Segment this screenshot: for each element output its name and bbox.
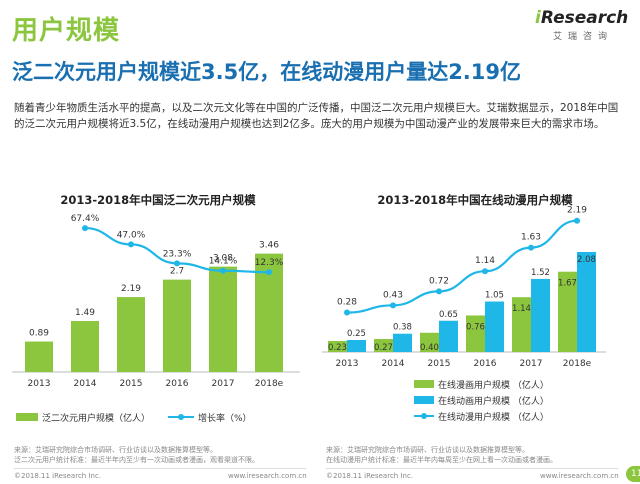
- online-total-label: 0.43: [383, 290, 403, 300]
- footer-source-left: 来源：艾瑞研究院综合市场调研、行业访谈以及数据推算模型等。 泛二次元用户统计标准…: [14, 446, 259, 464]
- bar: [25, 341, 53, 372]
- comic-value-label: 1.67: [558, 279, 577, 289]
- comic-bar: [466, 315, 485, 352]
- online-total-point: [390, 302, 396, 309]
- site-url: www.iresearch.com.cn: [228, 472, 307, 480]
- x-tick-label: 2018e: [255, 379, 284, 389]
- online-total-point: [482, 268, 488, 275]
- site-url: www.iresearch.com.cn: [540, 472, 619, 480]
- animation-value-label: 1.05: [485, 291, 504, 301]
- animation-bar: [577, 252, 596, 352]
- bar: [117, 297, 145, 372]
- comic-bar: [558, 271, 577, 352]
- animation-bar: [393, 333, 412, 352]
- growth-rate-point: [82, 225, 88, 232]
- comic-bar: [374, 339, 393, 352]
- growth-rate-point: [128, 241, 134, 248]
- online-total-point: [574, 217, 580, 224]
- growth-rate-label: 67.4%: [71, 214, 100, 224]
- footer-source-right: 来源：艾瑞研究院综合市场调研、行业访谈以及数据推算模型等。 在线动漫用户统计标准…: [326, 446, 557, 464]
- legend-swatch-bar: [16, 413, 38, 421]
- animation-value-label: 1.52: [531, 268, 550, 278]
- online-anime-user-chart: 2013-2018年中国在线动漫用户规模 0.230.25 2013 0.270.38…: [322, 193, 606, 423]
- comic-value-label: 0.40: [420, 343, 439, 353]
- animation-bar: [485, 301, 504, 352]
- legend-label: 在线动画用户规模 （亿人）: [438, 395, 549, 407]
- legend-swatch-comic: [414, 380, 434, 388]
- headline: 泛二次元用户规模近3.5亿，在线动漫用户量达2.19亿: [12, 60, 522, 84]
- x-tick-label: 2014: [382, 359, 405, 369]
- chart-title: 2013-2018年中国泛二次元用户规模: [60, 193, 256, 207]
- legend-swatch-animation: [414, 396, 434, 404]
- comic-value-label: 0.27: [374, 343, 393, 353]
- bar-value-label: 3.46: [259, 241, 279, 251]
- animation-value-label: 0.25: [347, 329, 366, 339]
- x-tick-label: 2015: [120, 379, 143, 389]
- comic-bar: [328, 340, 347, 352]
- online-total-point: [344, 309, 350, 316]
- bar-value-label: 2.19: [121, 284, 141, 294]
- copyright: ©2018.11 iResearch Inc.: [326, 472, 414, 480]
- iresearch-logo: iResearch 艾瑞咨询: [535, 8, 629, 42]
- x-tick-label: 2013: [28, 379, 51, 389]
- bar: [163, 279, 191, 372]
- copyright: ©2018.11 iResearch Inc.: [14, 472, 102, 480]
- online-total-label: 1.14: [475, 256, 495, 266]
- legend-label: 在线漫画用户规模 （亿人）: [438, 379, 549, 391]
- bar: [71, 321, 99, 372]
- x-tick-label: 2018e: [563, 359, 592, 369]
- legend-swatch-point: [421, 413, 427, 419]
- pan-acg-user-chart: 2013-2018年中国泛二次元用户规模 0.89 2013 1.49 2014 2.19…: [12, 193, 300, 424]
- growth-rate-point: [174, 260, 180, 267]
- growth-rate-label: 14.1%: [209, 257, 238, 267]
- legend-swatch-point: [178, 414, 184, 420]
- comic-value-label: 0.23: [328, 343, 347, 353]
- animation-value-label: 0.65: [439, 310, 458, 320]
- legend-label: 在线动漫用户规模 （亿人）: [438, 411, 549, 423]
- growth-rate-label: 23.3%: [163, 249, 192, 259]
- x-tick-label: 2015: [428, 359, 451, 369]
- bar-value-label: 1.49: [75, 308, 95, 318]
- footer-divider: [14, 468, 306, 469]
- online-total-label: 2.19: [567, 206, 587, 216]
- comic-value-label: 1.14: [512, 304, 531, 314]
- animation-bar: [347, 339, 366, 352]
- online-total-label: 0.28: [337, 298, 357, 308]
- footer-divider: [326, 468, 618, 469]
- growth-rate-label: 12.3%: [255, 258, 284, 268]
- chart-title: 2013-2018年中国在线动漫用户规模: [377, 193, 573, 207]
- comic-bar: [512, 297, 531, 352]
- bar-value-label: 3.08: [213, 254, 233, 264]
- growth-rate-label: 47.0%: [117, 230, 146, 240]
- growth-rate-point: [266, 269, 272, 276]
- online-total-point: [528, 244, 534, 251]
- legend-label: 增长率（%）: [198, 412, 252, 424]
- legend-label: 泛二次元用户规模（亿人）: [42, 412, 150, 424]
- bar-value-label: 0.89: [29, 329, 49, 339]
- bar: [209, 266, 237, 372]
- x-tick-label: 2017: [520, 359, 543, 369]
- animation-bar: [531, 278, 550, 352]
- description: 随着青少年物质生活水平的提高，以及二次元文化等在中国的广泛传播，中国泛二次元用户…: [14, 102, 619, 130]
- x-tick-label: 2013: [336, 359, 359, 369]
- page-number: 11: [626, 466, 640, 482]
- page-title: 用户规模: [12, 16, 121, 46]
- x-tick-label: 2017: [212, 379, 235, 389]
- bar-value-label: 2.7: [170, 267, 184, 277]
- x-tick-label: 2016: [166, 379, 189, 389]
- growth-rate-point: [220, 267, 226, 274]
- animation-value-label: 0.38: [393, 323, 412, 333]
- comic-bar: [420, 332, 439, 352]
- x-tick-label: 2014: [74, 379, 97, 389]
- online-total-label: 0.72: [429, 276, 449, 286]
- animation-bar: [439, 320, 458, 352]
- comic-value-label: 0.76: [466, 322, 485, 332]
- online-total-label: 1.63: [521, 233, 541, 243]
- animation-value-label: 2.08: [577, 255, 596, 265]
- x-tick-label: 2016: [474, 359, 497, 369]
- online-total-point: [436, 288, 442, 295]
